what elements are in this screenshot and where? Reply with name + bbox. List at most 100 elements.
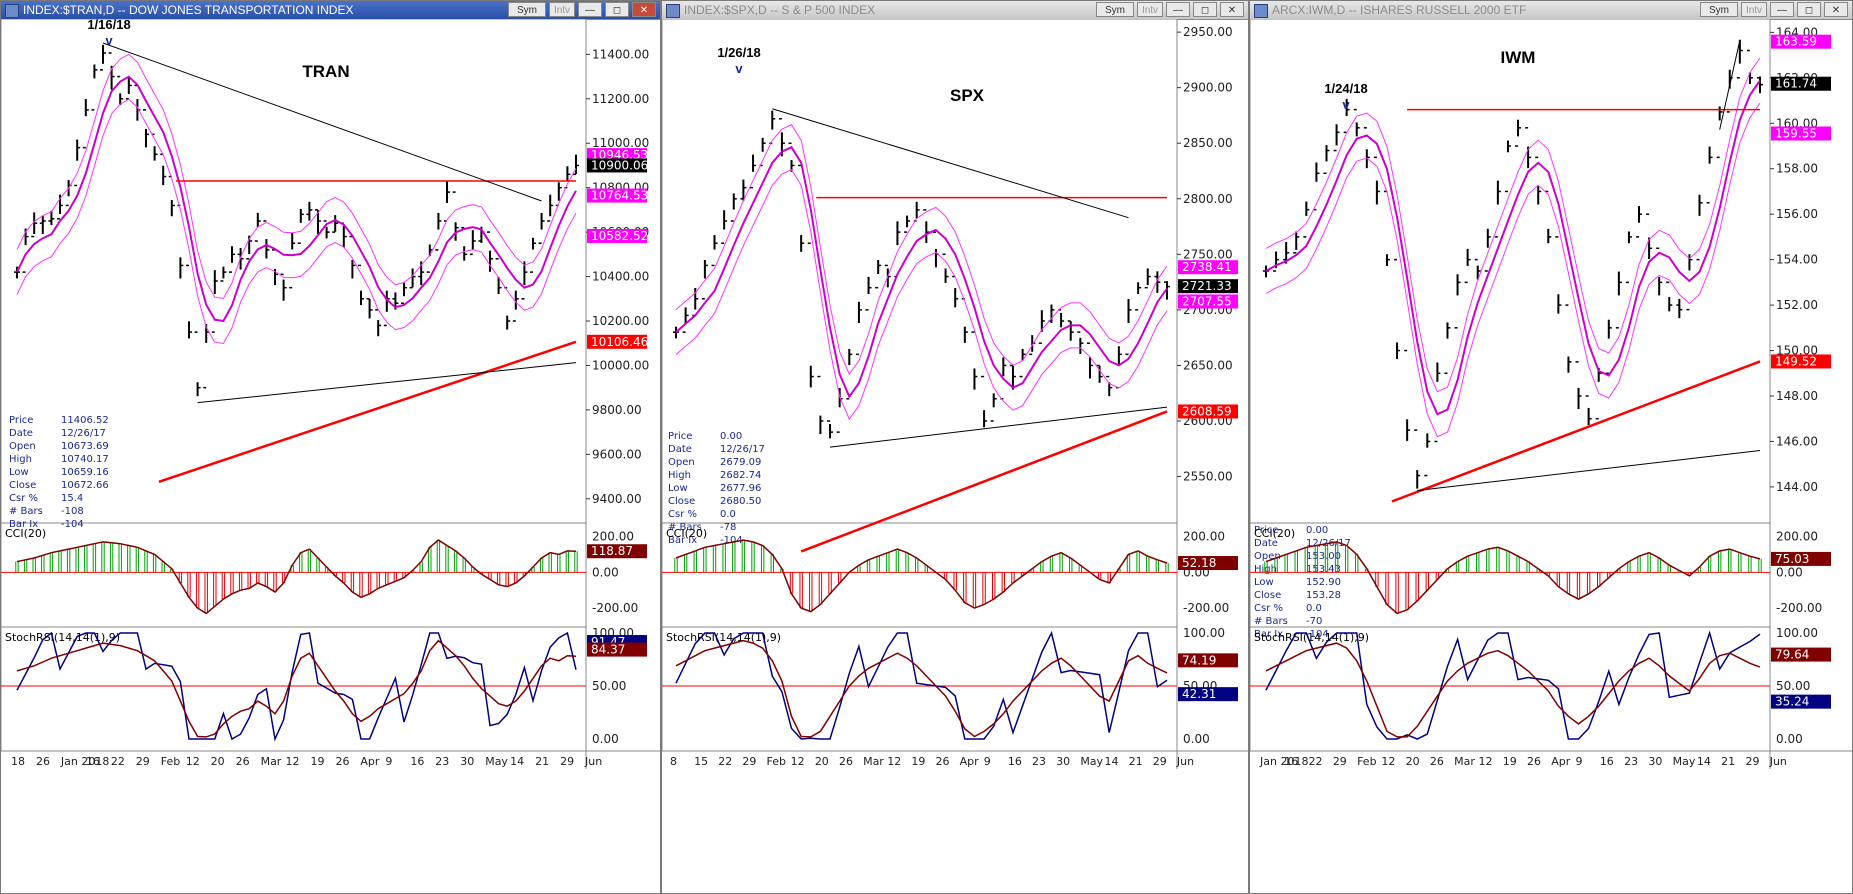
price-badge	[1771, 76, 1831, 91]
x-tick-label: 8	[670, 755, 677, 768]
chart-canvas-spx[interactable]: 2950.002900.002850.002800.002750.002700.…	[662, 19, 1249, 894]
cci-panel	[1250, 522, 1771, 628]
window-titlebar[interactable]: INDEX:$SPX,D -- S & P 500 INDEX Sym Intv…	[662, 1, 1248, 20]
uptrend-line	[197, 362, 577, 404]
stochrsi-fast-line	[675, 630, 1168, 740]
x-tick-label: Apr	[960, 755, 980, 768]
price-badge-label: 2738.41	[1182, 260, 1232, 274]
window-title: INDEX:$TRAN,D -- DOW JONES TRANSPORTATIO…	[23, 3, 354, 17]
price-badge-label: 163.59	[1775, 35, 1817, 49]
peak-marker: v	[105, 33, 113, 48]
x-tick-label: Feb	[767, 755, 786, 768]
info-value: 2679.09	[720, 457, 761, 468]
maximize-icon[interactable]: ◻	[1797, 2, 1821, 17]
info-key: Date	[9, 428, 33, 439]
x-tick-label: 12	[791, 755, 805, 768]
price-badge	[587, 334, 647, 349]
x-tick-label: 26	[936, 755, 950, 768]
chart-title: IWM	[1501, 48, 1536, 67]
minimize-icon[interactable]: —	[1166, 2, 1190, 17]
x-tick-label: 29	[1153, 755, 1167, 768]
price-badge	[587, 188, 647, 203]
stochrsi-badge-label: 35.24	[1775, 695, 1809, 709]
close-icon[interactable]: ✕	[1220, 2, 1244, 17]
info-key: # Bars	[668, 522, 702, 533]
peak-date-label: 1/26/18	[717, 45, 760, 60]
minimize-icon[interactable]: —	[578, 2, 602, 17]
stochrsi-panel	[1250, 626, 1771, 752]
chart-window-tran[interactable]: INDEX:$TRAN,D -- DOW JONES TRANSPORTATIO…	[0, 0, 661, 894]
price-tick-label: 152.00	[1776, 298, 1818, 312]
price-tick-label: 2850.00	[1183, 136, 1233, 150]
info-value: 2677.96	[720, 483, 761, 494]
cci-tick-label: 0.00	[1776, 565, 1803, 579]
symbol-button[interactable]: Sym	[508, 2, 546, 17]
x-tick-label: 14	[1104, 755, 1118, 768]
x-tick-label: 9	[984, 755, 991, 768]
window-titlebar[interactable]: ARCX:IWM,D -- ISHARES RUSSELL 2000 ETF S…	[1250, 1, 1852, 20]
close-icon[interactable]: ✕	[1824, 2, 1848, 17]
chart-window-spx[interactable]: INDEX:$SPX,D -- S & P 500 INDEX Sym Intv…	[661, 0, 1249, 894]
cci-tick-label: -200.00	[592, 601, 638, 615]
x-tick-label: 9	[1576, 755, 1583, 768]
close-icon[interactable]: ✕	[632, 2, 656, 17]
info-key: Close	[668, 496, 695, 507]
window-titlebar[interactable]: INDEX:$TRAN,D -- DOW JONES TRANSPORTATIO…	[1, 1, 660, 20]
chart-window-iwm[interactable]: ARCX:IWM,D -- ISHARES RUSSELL 2000 ETF S…	[1249, 0, 1853, 894]
cci-badge-label: 52.18	[1182, 556, 1216, 570]
x-tick-label: 20	[815, 755, 829, 768]
x-tick-label: Jun	[1176, 755, 1194, 768]
moving-average	[1265, 79, 1761, 416]
stochrsi-label: StochRSI(14,14(1),9)	[5, 631, 120, 644]
symbol-button[interactable]: Sym	[1096, 2, 1134, 17]
cci-tick-label: 200.00	[1776, 530, 1818, 544]
price-tick-label: 9400.00	[592, 492, 642, 506]
symbol-button[interactable]: Sym	[1700, 2, 1738, 17]
cci-line	[1265, 541, 1761, 615]
x-tick-label: 12	[887, 755, 901, 768]
info-value: 10672.66	[61, 480, 109, 491]
maximize-icon[interactable]: ◻	[605, 2, 629, 17]
price-badge	[587, 158, 647, 173]
stochrsi-tick-label: 100.00	[1776, 626, 1818, 640]
interval-button[interactable]: Intv	[1137, 2, 1163, 17]
interval-button[interactable]: Intv	[549, 2, 575, 17]
info-value: -108	[61, 506, 84, 517]
chart-title: TRAN	[302, 62, 349, 81]
interval-button[interactable]: Intv	[1741, 2, 1767, 17]
stochrsi-tick-label: 50.00	[1776, 679, 1810, 693]
price-panel	[1, 19, 587, 524]
maximize-icon[interactable]: ◻	[1193, 2, 1217, 17]
x-tick-label: Jun	[584, 755, 602, 768]
info-key: Open	[1254, 551, 1281, 562]
minimize-icon[interactable]: —	[1770, 2, 1794, 17]
x-tick-label: Jan 2018	[1259, 755, 1308, 768]
info-key: Low	[1254, 577, 1274, 588]
stochrsi-panel	[662, 626, 1178, 752]
x-tick-label: 23	[1032, 755, 1046, 768]
cci-badge-label: 118.87	[591, 544, 633, 558]
moving-average	[675, 145, 1168, 399]
chart-canvas-iwm[interactable]: 164.00162.00160.00158.00156.00154.00152.…	[1250, 19, 1853, 894]
x-tick-label: 30	[460, 755, 474, 768]
chart-canvas-tran[interactable]: 11400.0011200.0011000.0010800.0010600.00…	[1, 19, 661, 894]
x-tick-label: 23	[435, 755, 449, 768]
info-key: High	[1254, 564, 1277, 575]
info-value: 10659.16	[61, 467, 109, 478]
x-tick-label: 26	[335, 755, 349, 768]
x-tick-label: 16	[86, 755, 100, 768]
stochrsi-badge-label: 79.64	[1775, 648, 1809, 662]
info-key: Price	[668, 431, 692, 442]
uptrend-line	[1417, 450, 1761, 492]
price-tick-label: 11400.00	[592, 47, 649, 61]
cci-badge	[1771, 551, 1831, 566]
info-key: Price	[9, 415, 33, 426]
price-tick-label: 2800.00	[1183, 192, 1233, 206]
info-value: -104	[720, 535, 743, 546]
price-badge-label: 149.52	[1775, 354, 1817, 368]
upper-band	[1265, 57, 1761, 393]
x-tick-label: 26	[236, 755, 250, 768]
stochrsi-label: StochRSI(14,14(1),9)	[666, 631, 781, 644]
price-tick-label: 2550.00	[1183, 470, 1233, 484]
stochrsi-tick-label: 0.00	[592, 732, 619, 746]
